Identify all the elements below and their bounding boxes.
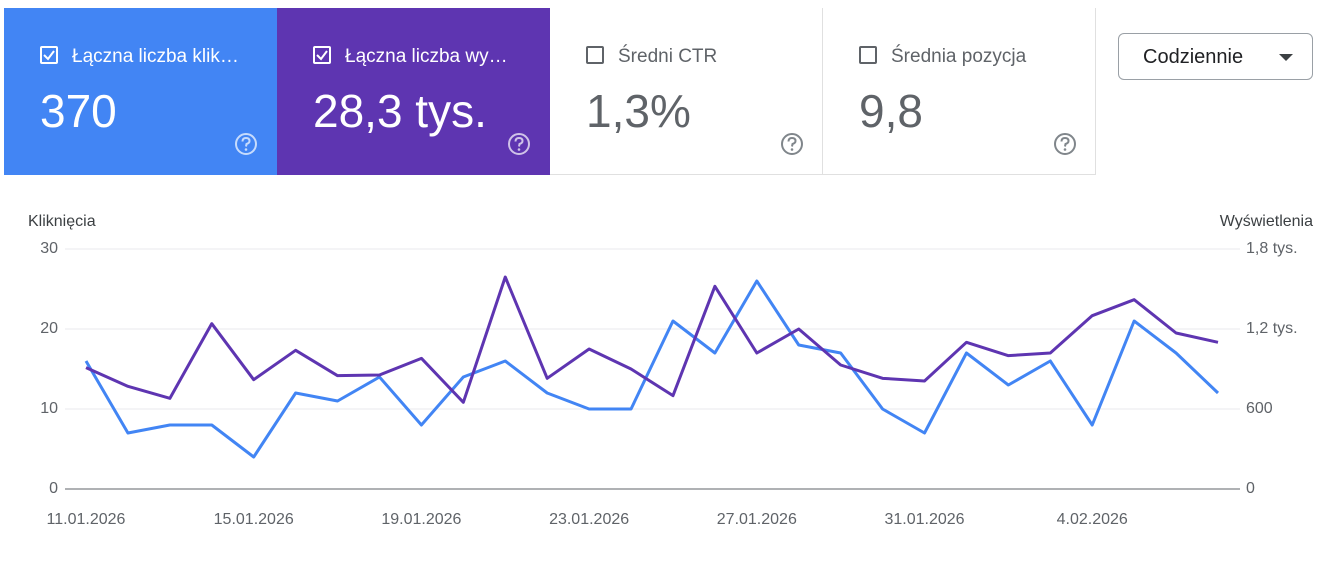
checkbox xyxy=(586,46,604,64)
y-tick-label: 0 xyxy=(49,480,58,497)
help-dot xyxy=(790,148,794,151)
help-glyph xyxy=(1060,136,1070,147)
metric-card[interactable]: Łączna liczba klik… 370 xyxy=(4,8,277,175)
metric-value: 1,3% xyxy=(586,85,691,137)
y2-tick-label: 600 xyxy=(1246,400,1273,417)
help-icon xyxy=(781,133,803,155)
help-icon xyxy=(508,133,530,155)
x-tick-label: 27.01.2026 xyxy=(717,511,797,528)
y-tick-label: 10 xyxy=(40,400,58,417)
check-mark xyxy=(316,50,328,61)
metric-value: 9,8 xyxy=(859,85,923,137)
metric-value: 370 xyxy=(40,85,117,137)
x-tick-label: 15.01.2026 xyxy=(214,511,294,528)
chart: Kliknięcia Wyświetlenia 0 10 20 30 0 600 1,2 tys… xyxy=(28,213,1313,528)
metric-label: Średni CTR xyxy=(618,46,718,67)
metric-label: Łączna liczba wy… xyxy=(345,46,508,67)
metric-card[interactable]: Łączna liczba wy… 28,3 tys. xyxy=(277,8,550,175)
checkbox xyxy=(313,46,331,64)
metric-card[interactable]: Średni CTR 1,3% xyxy=(550,8,823,175)
dropdown-arrow xyxy=(1279,54,1293,61)
y2-tick-label: 0 xyxy=(1246,480,1255,497)
y-tick-label: 30 xyxy=(40,240,58,257)
series-line xyxy=(84,279,1220,459)
help-dot xyxy=(1063,148,1067,151)
help-glyph xyxy=(241,136,251,147)
metric-label: Średnia pozycja xyxy=(891,46,1027,67)
x-tick-label: 31.01.2026 xyxy=(884,511,964,528)
x-tick-label: 11.01.2026 xyxy=(47,511,126,528)
help-circle xyxy=(508,133,530,155)
check-path xyxy=(43,50,55,61)
checkbox xyxy=(40,46,58,64)
checkbox xyxy=(859,46,877,64)
x-tick-label: 23.01.2026 xyxy=(549,511,629,528)
check-mark xyxy=(43,50,55,61)
y2-axis-title: Wyświetlenia xyxy=(1220,213,1313,230)
x-tick-label: 19.01.2026 xyxy=(381,511,461,528)
metric-cards: Łączna liczba klik… 370 Łączna liczba wy… 2… xyxy=(4,8,1096,175)
help-dot xyxy=(244,148,248,151)
help-glyph xyxy=(787,136,797,147)
series-line xyxy=(85,275,1219,404)
help-icon xyxy=(235,133,257,155)
metric-card[interactable]: Średnia pozycja 9,8 xyxy=(823,8,1096,175)
help-circle xyxy=(781,133,803,155)
metric-label: Łączna liczba klik… xyxy=(72,46,239,67)
check-path xyxy=(316,50,328,61)
help-icon xyxy=(1054,133,1076,155)
help-glyph xyxy=(514,136,524,147)
y-axis-title: Kliknięcia xyxy=(28,213,96,230)
help-dot xyxy=(517,148,521,151)
help-circle xyxy=(1054,133,1076,155)
metric-value: 28,3 tys. xyxy=(313,85,487,137)
x-tick-label: 4.02.2026 xyxy=(1057,511,1128,528)
help-circle xyxy=(235,133,257,155)
y-tick-label: 20 xyxy=(40,320,58,337)
dropdown-label: Codziennie xyxy=(1143,46,1244,68)
y2-tick-label: 1,2 tys. xyxy=(1246,320,1298,337)
period-dropdown[interactable]: Codziennie xyxy=(1118,33,1313,80)
y2-tick-label: 1,8 tys. xyxy=(1246,240,1298,257)
